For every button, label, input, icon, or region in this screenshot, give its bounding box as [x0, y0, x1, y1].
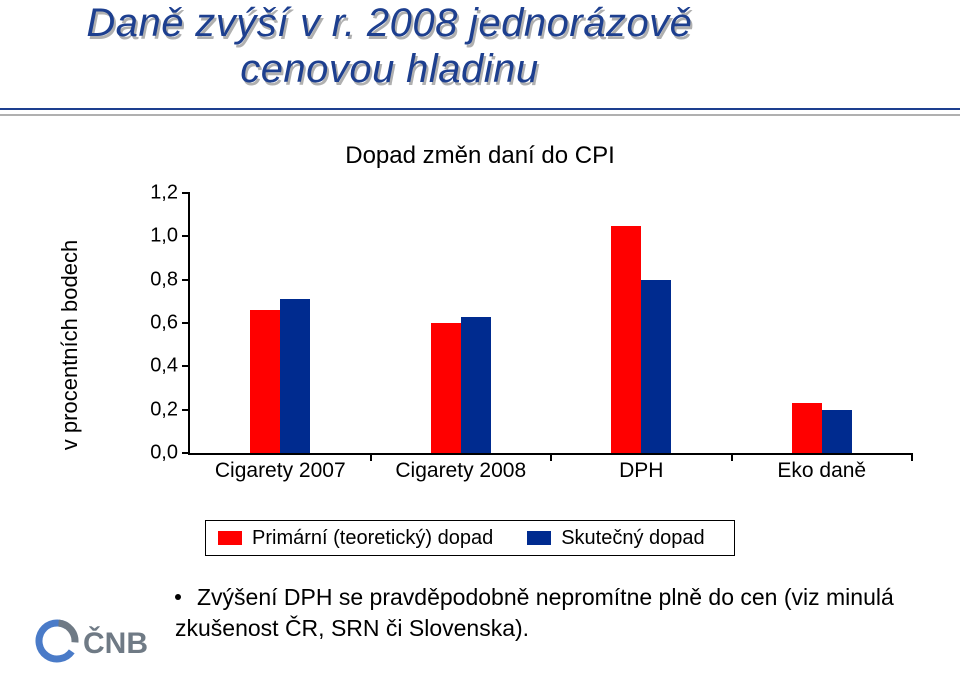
x-tick-label: DPH	[619, 459, 663, 483]
bullet-content: Zvýšení DPH se pravděpodobně nepromítne …	[175, 584, 894, 641]
title-wrap: DaněDanězvýšízvýšívvr.r.20082008jednoráz…	[20, 0, 770, 92]
bar	[280, 299, 310, 453]
x-tick	[731, 453, 733, 461]
legend-swatch-0	[218, 531, 242, 545]
y-tick-label: 1,2	[150, 182, 178, 205]
chart-subtitle: Dopad změn daní do CPI	[0, 142, 960, 170]
y-axis-label-container: v procentních bodech	[60, 215, 80, 475]
bar	[250, 310, 280, 453]
x-tick	[370, 453, 372, 461]
bullet-text: Zvýšení DPH se pravděpodobně nepromítne …	[175, 582, 900, 644]
y-tick-label: 0,6	[150, 312, 178, 335]
header-line-top	[0, 108, 960, 110]
x-tick-label: Cigarety 2008	[395, 459, 526, 483]
legend-swatch-1	[527, 531, 551, 545]
y-tick	[182, 279, 190, 281]
y-tick-label: 0,4	[150, 355, 178, 378]
cnb-logo-text: ČNB	[83, 626, 148, 660]
bar	[461, 317, 491, 454]
x-tick-label: Eko daně	[777, 459, 866, 483]
x-tick	[550, 453, 552, 461]
bar	[611, 226, 641, 454]
y-tick-label: 0,8	[150, 268, 178, 291]
bar	[431, 323, 461, 453]
chart-area: 0,00,20,40,60,81,01,2Cigarety 2007Cigare…	[130, 193, 910, 483]
y-tick-label: 0,2	[150, 398, 178, 421]
bar	[822, 410, 852, 453]
slide: DaněDanězvýšízvýšívvr.r.20082008jednoráz…	[0, 0, 960, 681]
header-line-bottom	[0, 114, 960, 116]
chart-plot: 0,00,20,40,60,81,01,2Cigarety 2007Cigare…	[188, 193, 912, 455]
legend-label-1: Skutečný dopad	[561, 527, 704, 550]
x-tick-label: Cigarety 2007	[215, 459, 346, 483]
bar	[641, 280, 671, 453]
cnb-logo: ČNB	[35, 611, 155, 666]
bullet-dot	[175, 594, 181, 600]
y-tick	[182, 192, 190, 194]
y-axis-label: v procentních bodech	[57, 240, 83, 450]
slide-title: DaněDanězvýšízvýšívvr.r.20082008jednoráz…	[20, 0, 770, 92]
y-tick	[182, 365, 190, 367]
y-tick-label: 0,0	[150, 442, 178, 465]
y-tick	[182, 452, 190, 454]
logo-placeholder	[780, 6, 950, 106]
chart-legend: Primární (teoretický) dopad Skutečný dop…	[205, 520, 735, 556]
y-tick	[182, 235, 190, 237]
x-tick	[911, 453, 913, 461]
y-tick	[182, 409, 190, 411]
bar	[792, 403, 822, 453]
legend-label-0: Primární (teoretický) dopad	[252, 527, 493, 550]
y-tick-label: 1,0	[150, 225, 178, 248]
y-tick	[182, 322, 190, 324]
header-rule	[0, 108, 960, 116]
